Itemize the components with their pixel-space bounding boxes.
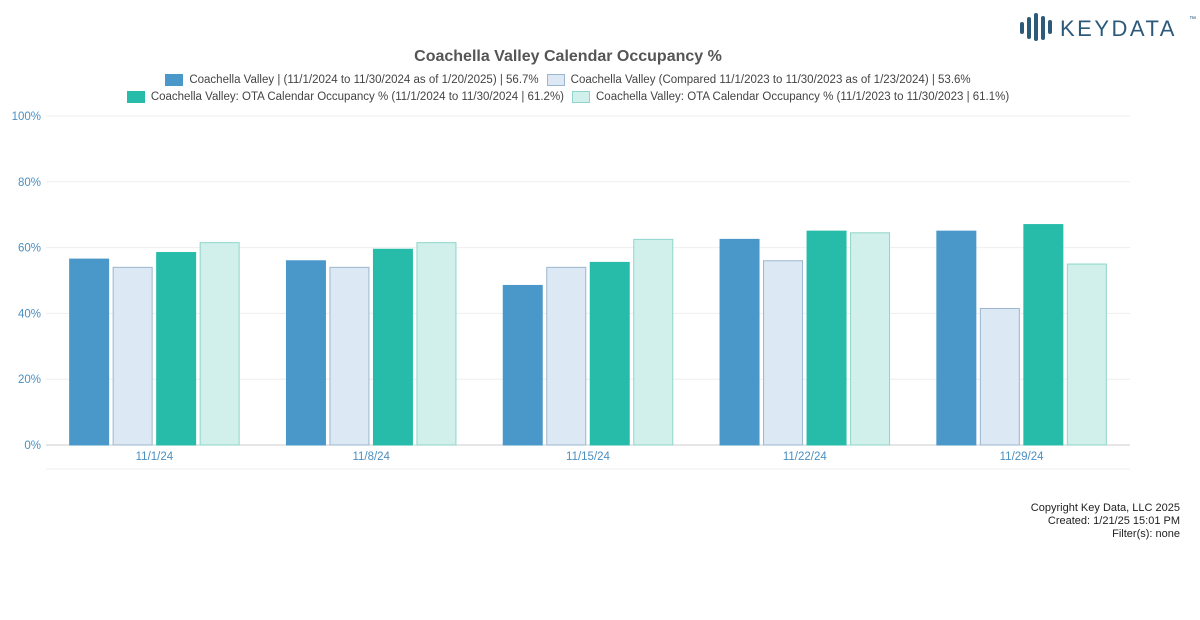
x-tick-label: 11/22/24 xyxy=(783,451,828,463)
bar-series-3 xyxy=(589,261,630,446)
bar-series-2 xyxy=(329,266,370,446)
y-tick-label: 20% xyxy=(18,374,41,386)
x-tick-label: 11/8/24 xyxy=(352,451,390,463)
bar-series-3 xyxy=(806,230,847,446)
keydata-logo: KEYDATA ™ xyxy=(1018,10,1198,44)
legend-swatch-series-2 xyxy=(546,74,565,86)
keydata-bars-icon xyxy=(1020,13,1052,41)
legend-label-series-1: Coachella Valley | (11/1/2024 to 11/30/2… xyxy=(189,74,539,86)
bar-series-2 xyxy=(979,307,1020,446)
legend-row-1: Coachella Valley | (11/1/2024 to 11/30/2… xyxy=(0,74,1136,86)
legend-item-series-4[interactable]: Coachella Valley: OTA Calendar Occupancy… xyxy=(572,91,1009,103)
legend-label-series-2: Coachella Valley (Compared 11/1/2023 to … xyxy=(570,74,971,86)
legend-label-series-3: Coachella Valley: OTA Calendar Occupancy… xyxy=(150,91,564,103)
legend-item-series-2[interactable]: Coachella Valley (Compared 11/1/2023 to … xyxy=(546,74,971,86)
y-tick-label: 0% xyxy=(24,440,41,452)
x-tick-label: 11/1/24 xyxy=(136,451,174,463)
chart-title: Coachella Valley Calendar Occupancy % xyxy=(414,48,722,65)
brand-name: KEYDATA xyxy=(1060,16,1177,41)
bar-series-2 xyxy=(546,266,587,446)
legend-swatch-series-4 xyxy=(572,91,590,103)
y-tick-label: 100% xyxy=(12,111,41,123)
bar-series-4 xyxy=(199,242,240,446)
bar-series-1 xyxy=(285,260,326,446)
y-tick-label: 60% xyxy=(18,243,41,255)
footer: Copyright Key Data, LLC 2025 Created: 1/… xyxy=(1031,502,1180,541)
legend-label-series-4: Coachella Valley: OTA Calendar Occupancy… xyxy=(596,91,1010,103)
legend-item-series-1[interactable]: Coachella Valley | (11/1/2024 to 11/30/2… xyxy=(165,74,539,86)
x-tick-label: 11/29/24 xyxy=(1000,451,1045,463)
legend-swatch-series-1 xyxy=(165,74,184,86)
bar-series-2 xyxy=(763,260,804,446)
filters-text: Filter(s): none xyxy=(1112,528,1180,540)
bar-series-1 xyxy=(936,230,977,446)
brand-tm: ™ xyxy=(1189,16,1196,23)
bar-series-3 xyxy=(372,248,413,446)
bar-series-2 xyxy=(112,266,153,446)
bar-series-4 xyxy=(416,242,457,446)
bar-series-4 xyxy=(1066,263,1107,446)
bar-series-4 xyxy=(850,232,891,446)
y-tick-label: 80% xyxy=(18,177,41,189)
legend-item-series-3[interactable]: Coachella Valley: OTA Calendar Occupancy… xyxy=(126,91,564,103)
bar-series-1 xyxy=(719,238,760,446)
legend-swatch-series-3 xyxy=(126,91,145,103)
x-tick-label: 11/15/24 xyxy=(566,451,611,463)
copyright-text: Copyright Key Data, LLC 2025 xyxy=(1030,502,1180,514)
y-tick-label: 40% xyxy=(18,308,41,320)
bar-series-1 xyxy=(69,258,110,446)
bar-series-3 xyxy=(1023,224,1064,446)
bar-series-4 xyxy=(633,238,674,446)
created-text: Created: 1/21/25 15:01 PM xyxy=(1047,515,1180,527)
legend-row-2: Coachella Valley: OTA Calendar Occupancy… xyxy=(0,91,1136,103)
bar-series-3 xyxy=(156,252,197,446)
bar-series-1 xyxy=(502,284,543,446)
